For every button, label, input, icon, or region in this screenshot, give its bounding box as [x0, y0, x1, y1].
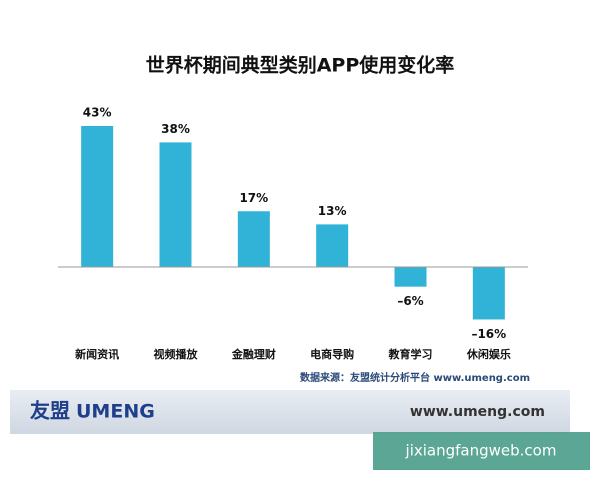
footer-url: www.umeng.com — [410, 404, 545, 420]
value-label: –6% — [397, 294, 423, 308]
value-label: 13% — [318, 204, 347, 218]
x-tick-label: 视频播放 — [154, 347, 199, 361]
bar — [159, 142, 192, 267]
bar — [394, 267, 427, 287]
bar — [237, 211, 270, 267]
source-note: 数据来源：友盟统计分析平台 www.umeng.com — [300, 371, 530, 384]
value-label: 38% — [161, 122, 190, 136]
footer-logo-en: UMENG — [76, 401, 155, 423]
footer-logo-cn: 友盟 — [30, 399, 70, 423]
chart-title: 世界杯期间典型类别APP使用变化率 — [146, 54, 455, 77]
watermark-box — [373, 432, 590, 470]
x-tick-label: 休闲娱乐 — [466, 347, 511, 361]
x-tick-label: 新闻资讯 — [75, 347, 119, 361]
footer-band — [10, 390, 570, 434]
bar — [81, 126, 114, 267]
watermark: jixiangfangweb.com — [405, 442, 557, 460]
x-tick-label: 电商导购 — [310, 347, 354, 361]
bar — [472, 267, 505, 320]
x-tick-label: 教育学习 — [388, 347, 433, 361]
value-label: –16% — [471, 327, 506, 341]
x-tick-label: 金融理财 — [231, 347, 276, 361]
bar — [316, 224, 349, 267]
value-label: 17% — [239, 191, 268, 205]
value-label: 43% — [83, 106, 112, 120]
